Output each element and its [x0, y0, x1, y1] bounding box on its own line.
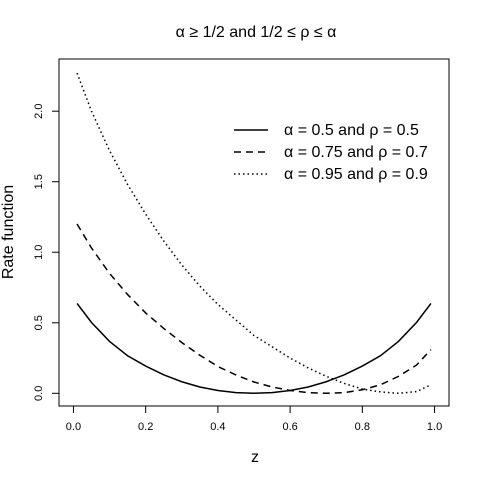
x-tick-label: 0.2 — [138, 421, 153, 433]
legend: α = 0.5 and ρ = 0.5 α = 0.75 and ρ = 0.7 α… — [234, 122, 428, 183]
x-tick-label: 0.4 — [210, 421, 225, 433]
chart-title: α ≥ 1/2 and 1/2 ≤ ρ ≤ α — [176, 24, 337, 41]
series-line-1 — [76, 302, 432, 395]
y-axis-label: Rate function — [0, 185, 17, 279]
y-tick-label: 1.5 — [33, 174, 45, 189]
legend-label-2: α = 0.75 and ρ = 0.7 — [284, 144, 428, 161]
series-line-3 — [76, 72, 432, 395]
x-tick-label: 1.0 — [427, 421, 442, 433]
x-tick-label: 0.8 — [355, 421, 370, 433]
x-axis: 0.0 0.2 0.4 0.6 0.8 1.0 — [66, 405, 442, 433]
y-tick-label: 1.0 — [33, 245, 45, 260]
x-tick-label: 0.0 — [66, 421, 81, 433]
series-line-2 — [76, 223, 432, 395]
legend-label-1: α = 0.5 and ρ = 0.5 — [284, 122, 419, 139]
y-tick-label: 2.0 — [33, 104, 45, 119]
plot-frame — [58, 58, 450, 407]
y-tick-label: 0.5 — [33, 315, 45, 330]
x-axis-label: z — [251, 449, 259, 466]
x-tick-label: 0.6 — [282, 421, 297, 433]
y-tick-label: 0.0 — [33, 386, 45, 401]
series-lines — [76, 72, 432, 395]
y-axis: 0.0 0.5 1.0 1.5 2.0 — [33, 104, 60, 401]
legend-label-3: α = 0.95 and ρ = 0.9 — [284, 166, 428, 183]
